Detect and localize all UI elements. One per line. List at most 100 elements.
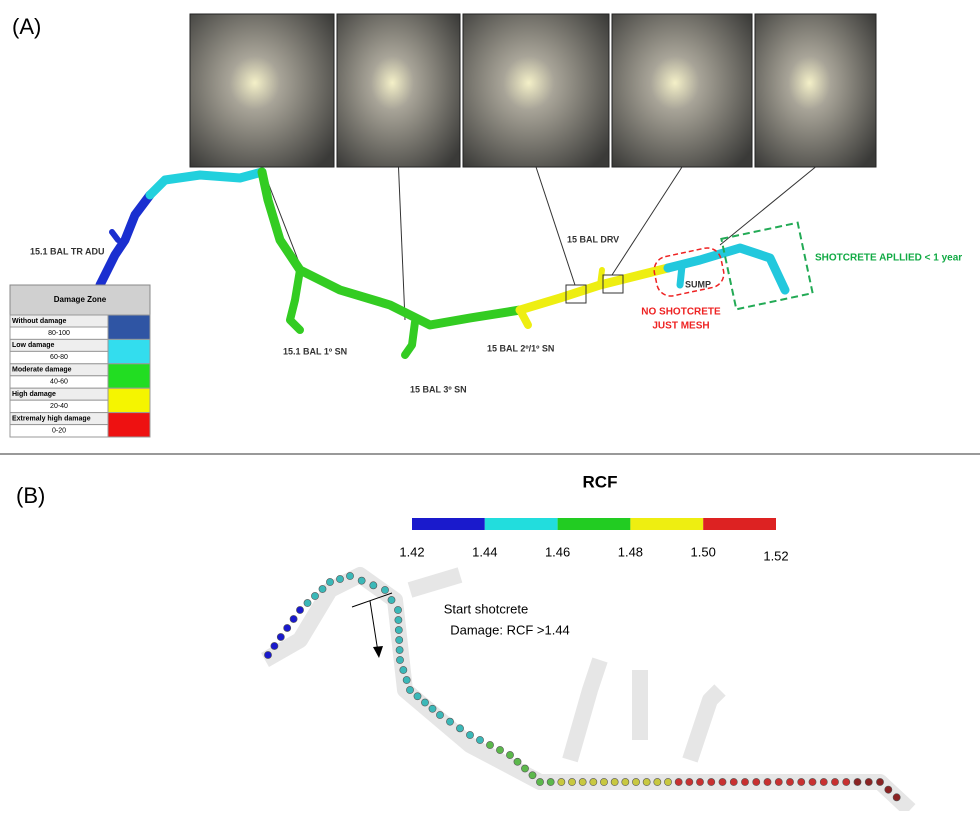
dot bbox=[611, 778, 618, 785]
dot bbox=[831, 778, 838, 785]
dot bbox=[675, 778, 682, 785]
note: SHOTCRETE APLLIED < 1 year bbox=[815, 253, 962, 264]
dot bbox=[764, 778, 771, 785]
colorbar-segment bbox=[703, 518, 776, 530]
colorbar-label: 1.50 bbox=[691, 544, 716, 559]
colorbar-label: 1.46 bbox=[545, 544, 570, 559]
dot bbox=[436, 711, 443, 718]
tunnel-label: 15 BAL 2º/1º SN bbox=[487, 343, 554, 353]
dot bbox=[446, 718, 453, 725]
leader-line bbox=[536, 167, 575, 285]
colorbar-segment bbox=[558, 518, 631, 530]
tunnel-segment bbox=[262, 172, 520, 325]
dot bbox=[496, 746, 503, 753]
dot bbox=[421, 699, 428, 706]
dot bbox=[643, 778, 650, 785]
dot bbox=[809, 778, 816, 785]
photo bbox=[190, 14, 334, 167]
dot bbox=[506, 751, 513, 758]
dot bbox=[277, 633, 284, 640]
note: JUST MESH bbox=[652, 321, 709, 332]
tunnel-label: SUMP bbox=[685, 279, 711, 289]
dot bbox=[529, 772, 536, 779]
dot bbox=[885, 786, 892, 793]
tunnel-label: 15 BAL DRV bbox=[567, 234, 619, 244]
legend-swatch bbox=[108, 339, 150, 363]
dot bbox=[429, 705, 436, 712]
dot bbox=[600, 778, 607, 785]
dot bbox=[708, 778, 715, 785]
photo bbox=[463, 14, 609, 167]
tunnel-dots bbox=[264, 572, 910, 810]
green-outline bbox=[721, 223, 812, 310]
dot bbox=[396, 656, 403, 663]
legend-name: High damage bbox=[12, 391, 56, 398]
dot bbox=[719, 778, 726, 785]
dot bbox=[264, 651, 271, 658]
photo bbox=[755, 14, 876, 167]
dot bbox=[336, 575, 343, 582]
dot bbox=[622, 778, 629, 785]
colorbar-label: 1.48 bbox=[618, 544, 643, 559]
tunnel-label: 15 BAL 3º SN bbox=[410, 384, 467, 394]
dot bbox=[730, 778, 737, 785]
legend-range: 40-60 bbox=[50, 379, 68, 386]
dot bbox=[590, 778, 597, 785]
dot bbox=[271, 642, 278, 649]
dot bbox=[547, 778, 554, 785]
colorbar-segment bbox=[412, 518, 485, 530]
dot bbox=[456, 725, 463, 732]
dot bbox=[521, 765, 528, 772]
legend-swatch bbox=[108, 413, 150, 437]
colorbar-title: RCF bbox=[583, 472, 618, 491]
colorbar-label: 1.42 bbox=[399, 544, 424, 559]
panel-label: (B) bbox=[16, 483, 45, 508]
dot bbox=[843, 778, 850, 785]
tunnel-segment bbox=[600, 270, 602, 285]
leader-line bbox=[612, 167, 682, 275]
dot bbox=[395, 626, 402, 633]
dot bbox=[686, 778, 693, 785]
legend-range: 60-80 bbox=[50, 354, 68, 361]
legend: Damage ZoneWithout damage80-100Low damag… bbox=[10, 285, 150, 437]
dot bbox=[798, 778, 805, 785]
legend-name: Without damage bbox=[12, 318, 66, 325]
dot bbox=[558, 778, 565, 785]
dot bbox=[820, 778, 827, 785]
tunnel-segment bbox=[680, 266, 682, 285]
panel-label: (A) bbox=[12, 14, 41, 39]
dot bbox=[388, 596, 395, 603]
legend-name: Moderate damage bbox=[12, 367, 72, 374]
colorbar-segment bbox=[630, 518, 703, 530]
note: NO SHOTCRETE bbox=[641, 307, 721, 318]
legend-range: 80-100 bbox=[48, 330, 70, 337]
tunnel-label: 15.1 BAL TR ADU bbox=[30, 246, 105, 256]
dot bbox=[370, 582, 377, 589]
tunnel-segment bbox=[112, 232, 118, 240]
dot bbox=[876, 778, 883, 785]
leader-line bbox=[720, 167, 816, 245]
dot bbox=[753, 778, 760, 785]
dot bbox=[632, 778, 639, 785]
dot bbox=[311, 592, 318, 599]
dot bbox=[893, 794, 900, 801]
dot bbox=[654, 778, 661, 785]
dot bbox=[854, 778, 861, 785]
arrow-head bbox=[373, 646, 383, 658]
dot bbox=[290, 615, 297, 622]
colorbar-label: 1.44 bbox=[472, 544, 497, 559]
dot bbox=[396, 636, 403, 643]
tunnel-segment bbox=[150, 172, 262, 195]
figure: (A) 15.1 BAL TR ADU15.1 BAL 1º SN15 BAL … bbox=[0, 0, 980, 811]
dot bbox=[296, 606, 303, 613]
tunnel-segment bbox=[290, 270, 300, 330]
tunnel-segment bbox=[100, 195, 150, 285]
dot bbox=[304, 599, 311, 606]
dot bbox=[394, 606, 401, 613]
legend-name: Extremaly high damage bbox=[12, 415, 91, 422]
legend-swatch bbox=[108, 315, 150, 339]
dot bbox=[284, 624, 291, 631]
dot bbox=[775, 778, 782, 785]
dot bbox=[326, 578, 333, 585]
dot bbox=[579, 778, 586, 785]
